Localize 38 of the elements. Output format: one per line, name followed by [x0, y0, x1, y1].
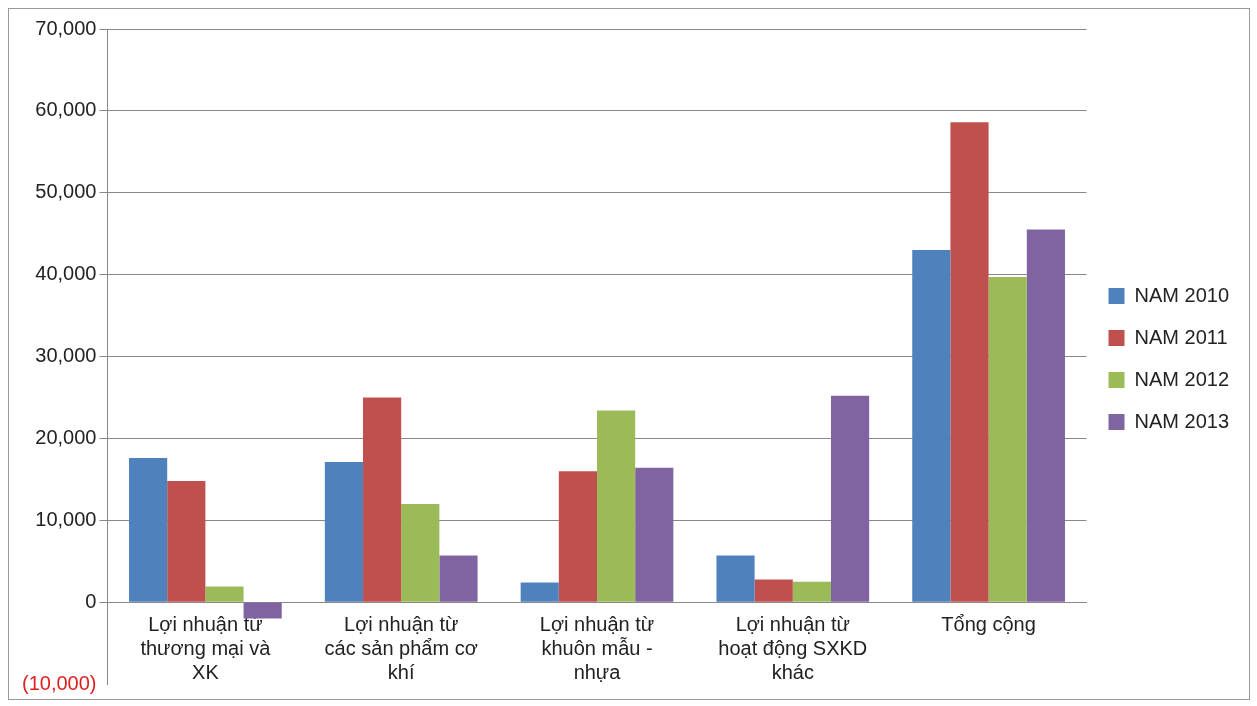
- bar: [1026, 229, 1065, 602]
- legend-label: NAM 2010: [1134, 283, 1230, 306]
- y-tick-label: 60,000: [35, 98, 97, 121]
- x-tick-label: Lợi nhuận từ khuôn mẫu - nhựa: [539, 612, 655, 683]
- bar: [597, 410, 636, 602]
- y-tick-label: 40,000: [35, 262, 97, 285]
- y-tick-label: 30,000: [35, 344, 97, 367]
- x-tick-label: Tổng cộng: [941, 612, 1036, 635]
- bar: [520, 582, 559, 602]
- y-tick-label: 20,000: [35, 425, 97, 448]
- bar: [950, 122, 989, 602]
- y-tick-label: 70,000: [35, 16, 97, 39]
- legend-label: NAM 2011: [1134, 325, 1228, 348]
- bar: [792, 581, 831, 602]
- bar: [830, 395, 870, 602]
- legend-label: NAM 2012: [1134, 367, 1230, 390]
- bar: [635, 467, 674, 602]
- bar: [363, 397, 402, 602]
- x-tick-label: Lợi nhuận từ các sản phẩm cơ khí: [324, 612, 478, 683]
- bar: [129, 458, 168, 602]
- y-tick-label: 10,000: [35, 507, 97, 530]
- bar: [243, 602, 282, 619]
- y-tick-label: 0: [85, 589, 97, 612]
- bar: [558, 471, 597, 602]
- x-tick-label: Lợi nhuận từ hoạt động SXKD khác: [718, 612, 868, 683]
- bar: [167, 480, 206, 602]
- legend-label: NAM 2013: [1134, 409, 1230, 432]
- bar: [716, 555, 755, 602]
- bar: [912, 250, 951, 602]
- bar: [401, 503, 440, 602]
- y-tick-label: 50,000: [35, 180, 97, 203]
- bar: [754, 579, 793, 602]
- bar: [324, 462, 364, 602]
- bar: [205, 586, 244, 602]
- y-tick-label: (10,000): [21, 671, 97, 694]
- bar: [439, 555, 478, 602]
- bar: [988, 277, 1027, 602]
- x-tick-label: Lợi nhuận từ thương mại và XK: [140, 612, 272, 683]
